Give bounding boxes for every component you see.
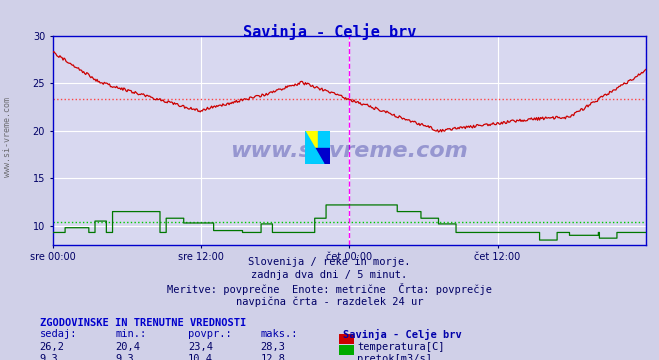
Text: navpična črta - razdelek 24 ur: navpična črta - razdelek 24 ur: [236, 296, 423, 307]
Text: povpr.:: povpr.:: [188, 329, 231, 339]
Bar: [318, 131, 330, 148]
Text: 10,4: 10,4: [188, 354, 213, 360]
Text: www.si-vreme.com: www.si-vreme.com: [231, 141, 468, 161]
Text: 12,8: 12,8: [260, 354, 285, 360]
Bar: [312, 148, 330, 164]
Bar: [305, 131, 318, 148]
Text: 28,3: 28,3: [260, 342, 285, 352]
Text: ZGODOVINSKE IN TRENUTNE VREDNOSTI: ZGODOVINSKE IN TRENUTNE VREDNOSTI: [40, 318, 246, 328]
Text: temperatura[C]: temperatura[C]: [357, 342, 445, 352]
Text: 9,3: 9,3: [40, 354, 58, 360]
Text: Savinja - Celje brv: Savinja - Celje brv: [243, 23, 416, 40]
Text: sedaj:: sedaj:: [40, 329, 77, 339]
Text: zadnja dva dni / 5 minut.: zadnja dva dni / 5 minut.: [251, 270, 408, 280]
Text: www.si-vreme.com: www.si-vreme.com: [3, 97, 13, 177]
Text: Slovenija / reke in morje.: Slovenija / reke in morje.: [248, 257, 411, 267]
Text: maks.:: maks.:: [260, 329, 298, 339]
Text: Savinja - Celje brv: Savinja - Celje brv: [343, 329, 461, 340]
Text: 23,4: 23,4: [188, 342, 213, 352]
Text: pretok[m3/s]: pretok[m3/s]: [357, 354, 432, 360]
Text: Meritve: povprečne  Enote: metrične  Črta: povprečje: Meritve: povprečne Enote: metrične Črta:…: [167, 283, 492, 295]
Text: 20,4: 20,4: [115, 342, 140, 352]
Polygon shape: [305, 131, 324, 164]
Text: 9,3: 9,3: [115, 354, 134, 360]
Text: 26,2: 26,2: [40, 342, 65, 352]
Text: min.:: min.:: [115, 329, 146, 339]
